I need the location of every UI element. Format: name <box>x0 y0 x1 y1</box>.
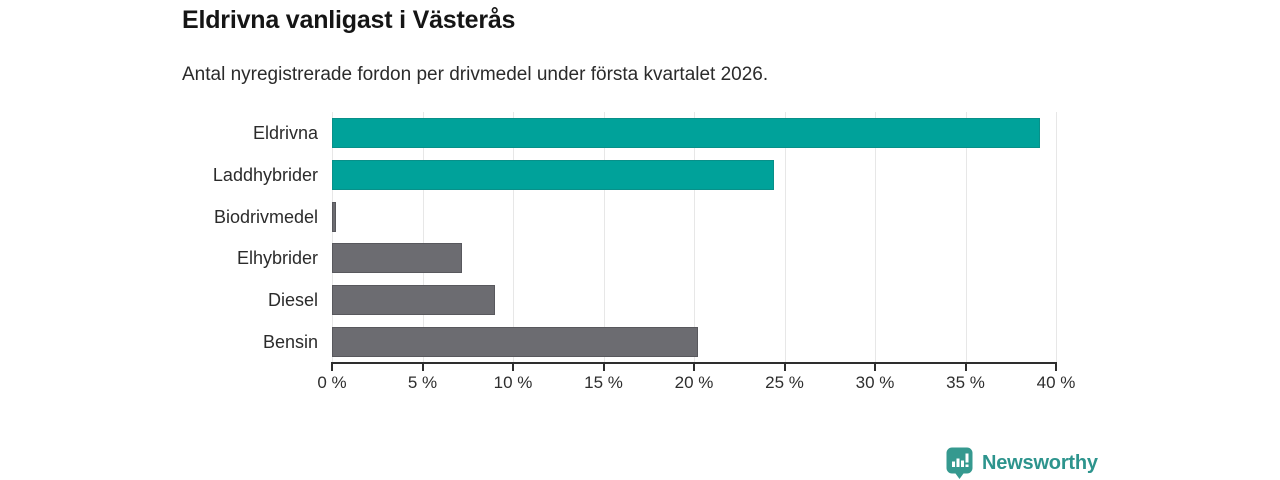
x-tick-label-0: 0 % <box>317 373 347 392</box>
category-label-laddhybrider: Laddhybrider <box>212 164 318 185</box>
x-tick-5 <box>421 362 424 371</box>
chart-title: Eldrivna vanligast i Västerås <box>182 6 516 34</box>
brand-footer: Newsworthy <box>946 447 1098 480</box>
x-tick-label-15: 15 % <box>584 373 623 392</box>
category-label-bensin: Bensin <box>262 332 318 353</box>
x-tick-25 <box>783 362 786 371</box>
brand-name: Newsworthy <box>982 452 1098 474</box>
bar-laddhybrider <box>332 159 774 190</box>
bar-bensin <box>332 327 698 358</box>
bar-biodrivmedel <box>332 201 336 232</box>
x-tick-20 <box>693 362 695 371</box>
category-label-elhybrider: Elhybrider <box>236 248 318 269</box>
x-tick-label-25: 25 % <box>765 373 804 392</box>
gridline-20 <box>694 112 695 363</box>
gridline-35 <box>965 112 967 363</box>
gridline-30 <box>875 112 876 363</box>
gridline-40 <box>1056 112 1057 363</box>
gridline-5 <box>422 112 424 363</box>
x-tick-label-20: 20 % <box>674 373 714 392</box>
newsworthy-logo-icon <box>946 447 973 480</box>
category-label-eldrivna: Eldrivna <box>252 122 318 143</box>
category-label-biodrivmedel: Biodrivmedel <box>213 206 318 227</box>
x-tick-15 <box>602 362 605 371</box>
x-tick-label-35: 35 % <box>946 373 985 392</box>
x-tick-10 <box>512 362 514 371</box>
gridline-0 <box>332 112 333 363</box>
gridline-15 <box>603 112 605 363</box>
bar-eldrivna <box>332 117 1040 148</box>
x-tick-40 <box>1055 362 1057 371</box>
bar-diesel <box>332 285 495 316</box>
chart-subtitle: Antal nyregistrerade fordon per drivmede… <box>182 64 769 85</box>
x-tick-35 <box>964 362 967 371</box>
x-tick-0 <box>331 362 333 371</box>
x-tick-label-40: 40 % <box>1036 373 1076 392</box>
gridline-10 <box>513 112 514 363</box>
bar-elhybrider <box>332 243 463 274</box>
gridline-25 <box>784 112 786 363</box>
x-tick-label-30: 30 % <box>855 373 895 392</box>
category-label-diesel: Diesel <box>267 290 318 311</box>
x-tick-30 <box>874 362 876 371</box>
x-tick-label-5: 5 % <box>407 373 438 392</box>
x-tick-label-10: 10 % <box>493 373 533 392</box>
plot-area <box>332 112 1057 363</box>
